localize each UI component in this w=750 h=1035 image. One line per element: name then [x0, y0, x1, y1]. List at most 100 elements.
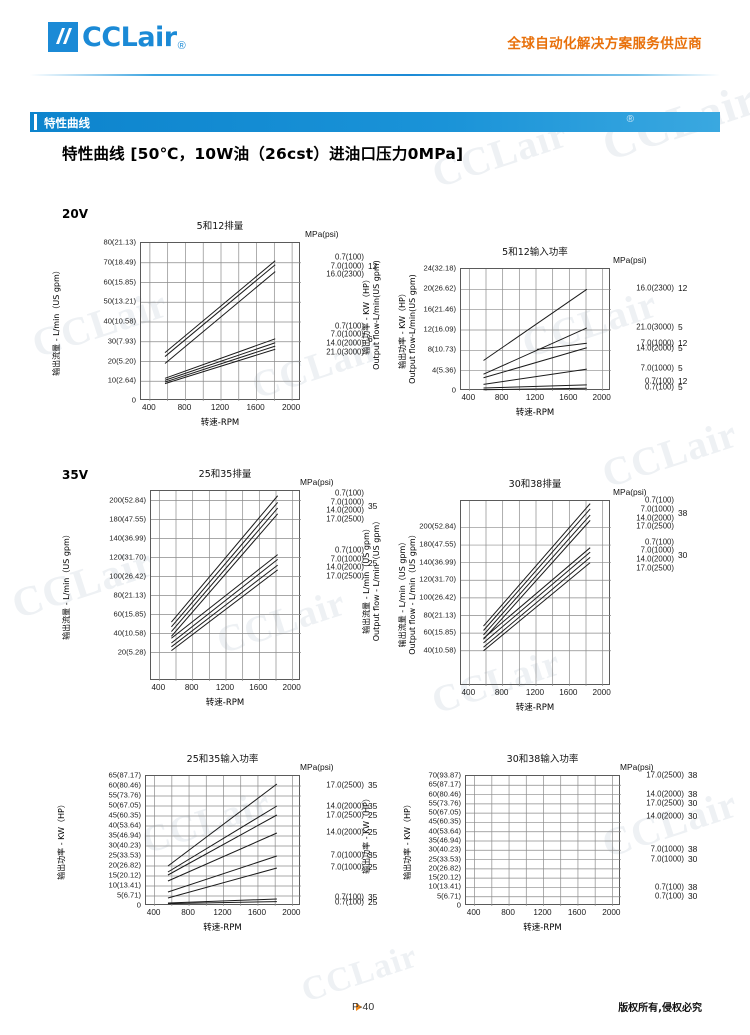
- legend-group-label: 35: [368, 501, 378, 512]
- y-axis-tick-label: 40(53.64): [428, 826, 461, 836]
- chart-series-line: [483, 387, 587, 391]
- legend-pressure-label: 0.7(100): [644, 376, 674, 386]
- chart-series-line: [483, 384, 587, 389]
- x-axis-tick-label: 1600: [249, 683, 268, 692]
- chart-series-line: [164, 260, 276, 353]
- chart-series-line: [167, 805, 278, 873]
- chart-25-35-displacement: 25和35排量 MPa(psi) 200(52.84) 180(47.55) 140(3…: [0, 462, 381, 717]
- legend-pressure-label: 17.0(2500): [636, 521, 674, 531]
- legend-pressure-label: 0.7(100): [644, 495, 674, 505]
- legend-pressure-label: 14.0(2000): [326, 338, 364, 348]
- legend-group-label: 38: [688, 770, 698, 780]
- x-axis-tick-label: 800: [501, 908, 515, 917]
- y-axis-tick-label: 40(53.64): [108, 820, 141, 830]
- y-axis-tick-label: 55(73.76): [428, 798, 461, 808]
- x-axis-title: 转速-RPM: [515, 408, 555, 418]
- y-axis-tick-label: 65(87.17): [428, 779, 461, 789]
- section-header-bar: 特性曲线 ®: [30, 112, 720, 132]
- y-axis-tick-label: 8(10.73): [427, 344, 456, 354]
- legend-group-label: 38: [688, 844, 698, 855]
- chart-title: 25和35排量: [198, 469, 252, 480]
- legend-units-header: MPa(psi): [300, 477, 334, 487]
- y-axis-tick-label: 10(13.41): [108, 880, 141, 890]
- y-axis-tick-label: 50(13.21): [103, 296, 136, 306]
- x-axis-tick-label: 1200: [210, 403, 230, 412]
- x-axis-tick-label: 1200: [525, 393, 545, 402]
- x-axis-tick-label: 1200: [213, 908, 232, 917]
- chart-30-38-displacement: 30和38排量 MPa(psi) 200(52.84) 180(47.55) 140(3…: [375, 462, 750, 717]
- legend-pressure-label: 14.0(2000): [646, 811, 684, 821]
- legend-group-label: 38: [688, 788, 698, 799]
- chart-series-line: [483, 368, 587, 385]
- copyright-notice: 版权所有,侵权必究: [618, 1003, 702, 1014]
- x-axis-tick-label: 2000: [592, 393, 611, 402]
- y-axis-tick-label: 100(26.42): [109, 571, 146, 580]
- x-axis-tick-label: 1600: [567, 908, 587, 917]
- legend-pressure-label: 17.0(2500): [326, 514, 364, 524]
- y-axis-tick-label: 24(32.18): [423, 263, 456, 273]
- y-axis-tick-label: 25(33.53): [428, 854, 461, 864]
- y-axis-tick-label: 80(21.13): [423, 610, 456, 620]
- chart-series-line: [171, 502, 279, 628]
- y-axis-tick-label: 0: [456, 900, 461, 910]
- y-axis-tick-label: 200(52.84): [109, 495, 146, 504]
- cclair-logo-icon: [48, 22, 78, 52]
- chart-series-line: [483, 547, 591, 639]
- chart-series-line: [167, 898, 277, 904]
- legend-group-label: 25: [368, 827, 378, 837]
- y-axis-tick-label: 5(6.71): [116, 890, 141, 900]
- y-axis-tick-label: 45(60.35): [428, 816, 461, 826]
- x-axis-title: 转速-RPM: [205, 698, 245, 708]
- section-bar-label: 特性曲线: [44, 116, 90, 130]
- x-axis-title: 转速-RPM: [203, 923, 242, 933]
- legend-pressure-label: 17.0(2500): [326, 571, 364, 581]
- legend-pressure-label: 14.0(2000): [636, 554, 674, 564]
- brand-name: CCLair: [82, 22, 177, 53]
- x-axis-tick-label: 400: [146, 908, 161, 917]
- header-slogan: 全球自动化解决方案服务供应商: [507, 36, 702, 52]
- chart-30-38-power: 30和38输入功率 MPa(psi) 70(93.87) 65(87.17) 60(80…: [375, 747, 750, 933]
- x-axis-tick-label: 1600: [559, 688, 578, 697]
- y-axis-tick-label: 0: [451, 385, 456, 395]
- chart-title: 30和38输入功率: [506, 754, 579, 765]
- y-axis-tick-label: 15(20.12): [428, 872, 461, 882]
- chart-series-line: [483, 503, 591, 627]
- x-axis-tick-label: 1600: [559, 393, 578, 402]
- chart-series-line: [171, 507, 279, 632]
- legend-pressure-label: 0.7(100): [334, 252, 364, 262]
- x-axis-title: 转速-RPM: [523, 923, 562, 933]
- y-axis-title: 输出流量 - L/min（US gpm）: [52, 266, 61, 376]
- brand-logo[interactable]: CCLair ®: [48, 22, 186, 52]
- chart-series-line: [483, 556, 591, 648]
- chart-series-line: [483, 288, 588, 361]
- y-axis-tick-label: 20(26.82): [108, 860, 141, 870]
- legend-group-label: 5: [678, 362, 683, 373]
- y-axis-tick-label: 80(21.13): [113, 590, 146, 599]
- x-axis-tick-label: 1200: [533, 908, 552, 917]
- y-axis-tick-label: 35(46.94): [428, 835, 461, 845]
- legend-pressure-label: 7.0(1000): [330, 850, 364, 860]
- legend-group-label: 30: [688, 810, 698, 821]
- legend-pressure-label: 0.7(100): [654, 891, 684, 901]
- legend-group-label: 30: [688, 890, 698, 901]
- legend-pressure-label: 0.7(100): [334, 488, 364, 498]
- x-axis-tick-label: 800: [494, 393, 509, 402]
- legend-pressure-label: 7.0(1000): [330, 497, 364, 507]
- y-axis-tick-label: 5(6.71): [436, 891, 461, 901]
- chart-series-line: [483, 514, 591, 636]
- y-axis-title: 输出功率 - KW（HP）: [403, 800, 412, 880]
- y-axis-tick-label: 50(67.05): [428, 807, 461, 817]
- legend-group-label: 25: [368, 810, 378, 820]
- x-axis-tick-label: 1200: [525, 688, 545, 697]
- x-axis-tick-label: 400: [466, 908, 481, 917]
- y-axis-title: 输出流量 - L/min（US gpm）: [62, 530, 71, 640]
- legend-pressure-label: 14.0(2000): [646, 789, 684, 799]
- x-axis-tick-label: 800: [184, 683, 199, 692]
- y-axis-tick-label: 30(7.93): [107, 336, 136, 346]
- chart-series-line: [164, 271, 276, 364]
- legend-group-label: 35: [368, 801, 378, 811]
- y-axis-tick-label: 0: [131, 395, 136, 405]
- legend-pressure-label: 7.0(1000): [330, 862, 364, 872]
- legend-pressure-label: 0.7(100): [644, 382, 674, 392]
- legend-group-label: 30: [678, 549, 688, 560]
